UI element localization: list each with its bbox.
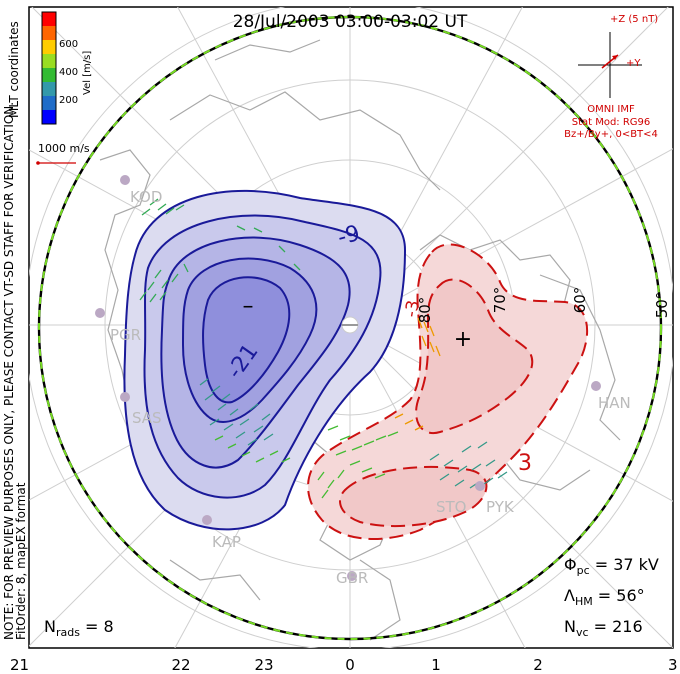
preview-note: NOTE: FOR PREVIEW PURPOSES ONLY, PLEASE … (2, 102, 16, 640)
plot-title: 28/Jul/2003 03:00-03:02 UT (233, 12, 468, 32)
imf-source: OMNI IMF (587, 104, 635, 115)
imf-bz-label: +Z (5 nT) (610, 14, 658, 25)
fit-order-note: FitOrder: 8, mapEX format (14, 482, 28, 640)
contour-label-pos-inner: -3 (401, 299, 424, 319)
mlt-tick-21: 21 (10, 656, 29, 674)
mlt-tick-1: 1 (431, 656, 441, 674)
contour-label-pos-outer: 3 (518, 451, 532, 476)
cross-polar-potential: Φpc = 37 kV (564, 555, 659, 577)
latitude-label-70: 70° (491, 287, 509, 314)
imf-by-label: +Y (626, 58, 641, 69)
station-markers (95, 175, 601, 581)
coordinate-system: MLT coordinates (7, 21, 21, 118)
colorbar: 200 400 600 Vel [m/s] MLT coordinates (7, 11, 93, 125)
hm-boundary-highlight (38, 16, 662, 640)
station-gbr: GBR (336, 569, 368, 587)
mlt-tick-2: 2 (533, 656, 543, 674)
colorbar-tick-400: 400 (59, 67, 78, 78)
imf-model: Stat Mod: RG96 (572, 117, 651, 128)
latitude-label-50: 50° (653, 292, 671, 319)
station-pyk: PYK (486, 498, 515, 516)
negative-cell (123, 189, 407, 531)
velocity-vectors (139, 198, 508, 499)
station-sas: SAS (132, 409, 162, 427)
mlt-tick-3: 3 (668, 656, 678, 674)
station-kap: KAP (212, 533, 241, 551)
reference-vector-label: 1000 m/s (38, 142, 90, 155)
potential-minimum-marker: – (243, 294, 254, 319)
station-han: HAN (598, 394, 631, 412)
colorbar-unit: Vel [m/s] (82, 51, 93, 95)
potential-maximum-marker: + (454, 327, 472, 352)
imf-clock: +Z (5 nT) +Y OMNI IMF Stat Mod: RG96 Bz+… (564, 14, 658, 140)
colorbar-tick-600: 600 (59, 39, 78, 50)
pole-marker (341, 316, 359, 334)
mlt-tick-22: 22 (171, 656, 190, 674)
imf-condition: Bz+/By+, 0<BT<4 (564, 129, 658, 140)
vector-count: Nvc = 216 (564, 617, 643, 639)
radar-count: Nrads = 8 (44, 617, 114, 639)
station-pgr: PGR (110, 326, 141, 344)
mlt-tick-23: 23 (254, 656, 273, 674)
mlt-tick-0: 0 (345, 656, 355, 674)
latitude-label-80: 80° (416, 297, 434, 324)
latitude-label-60: 60° (571, 287, 589, 314)
station-sto: STO (436, 498, 467, 516)
hm-latitude: ΛHM = 56° (564, 586, 645, 608)
station-kod: KOD (130, 188, 162, 206)
positive-cell (307, 243, 589, 540)
colorbar-tick-200: 200 (59, 95, 78, 106)
